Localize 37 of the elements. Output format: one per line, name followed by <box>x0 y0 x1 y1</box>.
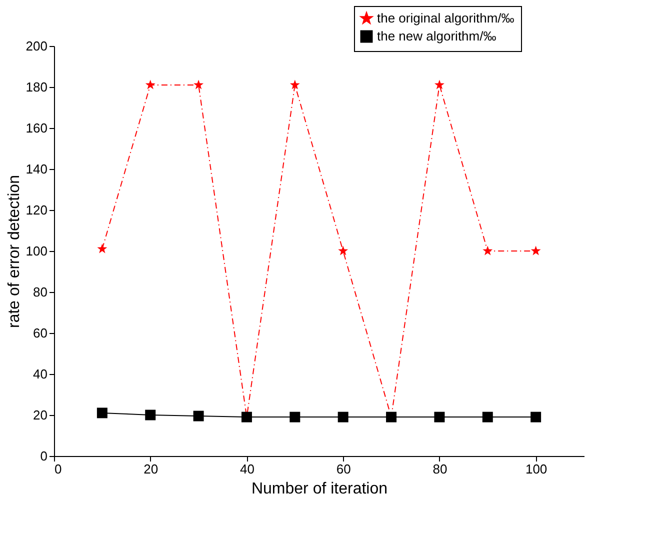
y-tick-label: 100 <box>26 244 48 258</box>
y-tick-label: 0 <box>40 448 48 464</box>
y-axis-title: rate of error detection <box>6 175 23 328</box>
point <box>434 412 445 422</box>
point <box>145 410 156 420</box>
y-tick-label: 60 <box>33 326 48 340</box>
point <box>482 412 493 422</box>
y-tick-label: 160 <box>26 120 48 136</box>
x-tick-label: 0 <box>54 462 62 476</box>
point <box>96 408 108 418</box>
x-axis-title: Number of iteration <box>251 480 388 498</box>
y-tick-label: 140 <box>26 162 48 176</box>
legend-label: the original algorithm/‰ <box>377 10 514 26</box>
point <box>145 80 156 90</box>
legend-label: the new algorithm/‰ <box>377 28 496 44</box>
point <box>97 244 108 254</box>
point <box>338 412 348 422</box>
y-tick-label: 180 <box>26 80 48 94</box>
point <box>434 80 444 90</box>
point <box>530 246 541 256</box>
y-tick-label: 80 <box>33 284 48 300</box>
point <box>193 410 204 422</box>
point <box>290 412 300 422</box>
point <box>290 80 300 90</box>
x-tick-label: 100 <box>525 462 548 476</box>
point <box>530 412 542 422</box>
y-tick-label: 120 <box>26 202 48 218</box>
point <box>338 246 348 256</box>
y-tick-label: 200 <box>26 38 48 54</box>
x-tick-label: 80 <box>432 462 448 476</box>
x-tick-label: 20 <box>144 462 158 476</box>
x-tick-label: 60 <box>336 462 351 476</box>
y-tick-label: 20 <box>33 408 48 422</box>
y-tick-label: 40 <box>33 366 48 382</box>
point <box>482 246 493 256</box>
point <box>194 80 204 90</box>
x-tick-label: 40 <box>240 462 254 476</box>
